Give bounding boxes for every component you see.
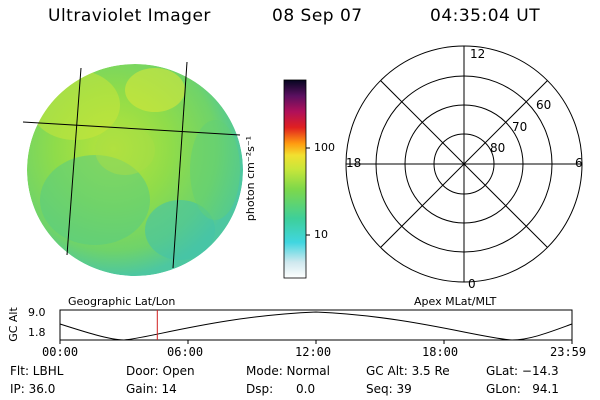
info-seq: Seq: 39: [366, 382, 412, 396]
polar-mlt-plot: [345, 45, 583, 283]
info-glon: GLon: 94.1: [486, 382, 559, 396]
info-glat: GLat: −14.3: [486, 364, 559, 378]
polar-label-60: 60: [536, 98, 552, 112]
polar-label-18: 18: [346, 156, 362, 170]
info-mode: Mode: Normal: [246, 364, 330, 378]
info-flt: Flt: LBHL: [10, 364, 64, 378]
altitude-xtick-1: 06:00: [167, 345, 204, 359]
caption-apex: Apex MLat/MLT: [414, 295, 497, 308]
image-time: 04:35:04 UT: [430, 6, 541, 26]
polar-label-6: 6: [575, 156, 583, 170]
colorbar-unit-label: photon cm⁻²s⁻¹: [244, 135, 258, 222]
grid-line-lon-2: [172, 61, 188, 269]
info-gc-alt: GC Alt: 3.5 Re: [366, 364, 450, 378]
caption-geographic: Geographic Lat/Lon: [68, 295, 176, 308]
info-ip: IP: 36.0: [10, 382, 56, 396]
polar-label-70: 70: [512, 120, 528, 134]
colorbar-tick-10: 10: [314, 228, 328, 241]
grid-line-lat: [22, 121, 241, 136]
grid-line-lon-1: [66, 67, 82, 256]
info-gain: Gain: 14: [126, 382, 177, 396]
info-dsp: Dsp: 0.0: [246, 382, 316, 396]
polar-label-12: 12: [470, 47, 486, 61]
altitude-strip-chart: [59, 309, 573, 344]
color-scale-bar: [283, 79, 310, 279]
polar-label-0: 0: [468, 277, 476, 291]
altitude-ylabel: GC Alt: [6, 307, 20, 342]
altitude-ytick-top: 9.0: [28, 306, 46, 319]
image-date: 08 Sep 07: [272, 6, 363, 26]
uv-image-panel: [22, 61, 243, 276]
altitude-xtick-2: 12:00: [295, 345, 332, 359]
polar-label-80: 80: [490, 141, 506, 155]
colorbar-tick-100: 100: [314, 141, 335, 154]
info-door: Door: Open: [126, 364, 195, 378]
altitude-ytick-bottom: 1.8: [28, 326, 46, 339]
imager-title: Ultraviolet Imager: [48, 6, 211, 26]
altitude-xtick-4: 23:59: [550, 345, 587, 359]
altitude-curve: [59, 311, 573, 341]
altitude-xtick-3: 18:00: [422, 345, 459, 359]
altitude-xtick-0: 00:00: [42, 345, 79, 359]
